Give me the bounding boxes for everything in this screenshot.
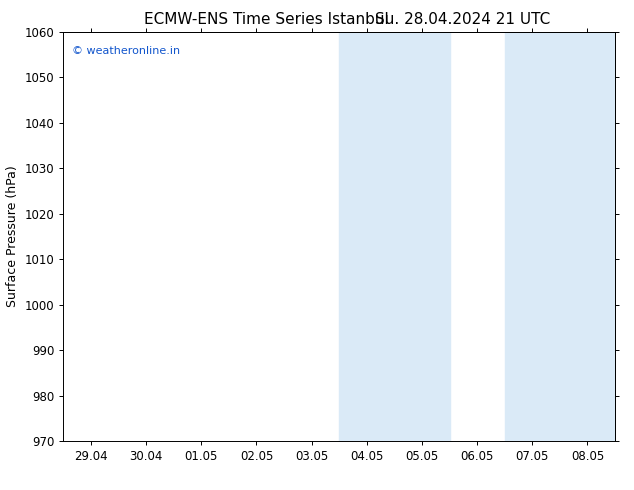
Text: ECMW-ENS Time Series Istanbul: ECMW-ENS Time Series Istanbul: [144, 12, 389, 27]
Bar: [394, 32, 450, 441]
Bar: [505, 32, 560, 441]
Bar: [339, 32, 394, 441]
Text: Su. 28.04.2024 21 UTC: Su. 28.04.2024 21 UTC: [375, 12, 550, 27]
Text: © weatheronline.in: © weatheronline.in: [72, 46, 180, 56]
Y-axis label: Surface Pressure (hPa): Surface Pressure (hPa): [6, 166, 19, 307]
Bar: [560, 32, 615, 441]
